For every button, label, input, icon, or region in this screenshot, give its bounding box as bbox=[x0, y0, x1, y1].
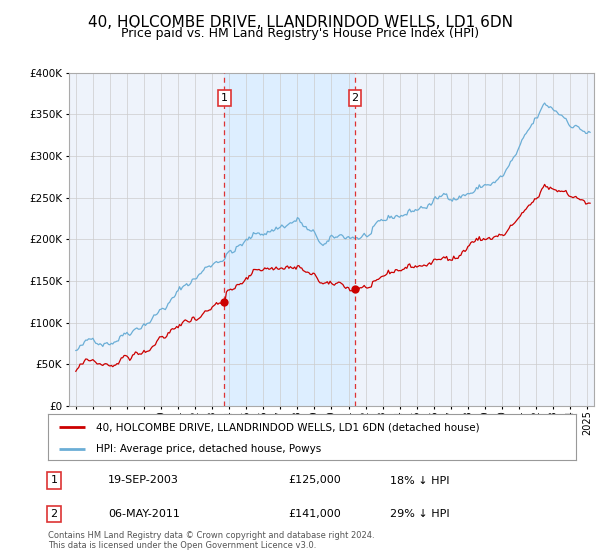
Text: 40, HOLCOMBE DRIVE, LLANDRINDOD WELLS, LD1 6DN (detached house): 40, HOLCOMBE DRIVE, LLANDRINDOD WELLS, L… bbox=[95, 422, 479, 432]
Text: 40, HOLCOMBE DRIVE, LLANDRINDOD WELLS, LD1 6DN: 40, HOLCOMBE DRIVE, LLANDRINDOD WELLS, L… bbox=[88, 15, 512, 30]
Bar bbox=[224, 73, 355, 406]
Text: 1: 1 bbox=[50, 475, 58, 486]
Text: £125,000: £125,000 bbox=[288, 475, 341, 486]
Text: 1: 1 bbox=[221, 93, 228, 103]
Text: 19-SEP-2003: 19-SEP-2003 bbox=[108, 475, 179, 486]
Text: 29% ↓ HPI: 29% ↓ HPI bbox=[390, 509, 449, 519]
Text: 18% ↓ HPI: 18% ↓ HPI bbox=[390, 475, 449, 486]
Text: 2: 2 bbox=[351, 93, 358, 103]
Text: HPI: Average price, detached house, Powys: HPI: Average price, detached house, Powy… bbox=[95, 444, 321, 454]
Text: 06-MAY-2011: 06-MAY-2011 bbox=[108, 509, 180, 519]
Text: Price paid vs. HM Land Registry's House Price Index (HPI): Price paid vs. HM Land Registry's House … bbox=[121, 27, 479, 40]
Text: Contains HM Land Registry data © Crown copyright and database right 2024.
This d: Contains HM Land Registry data © Crown c… bbox=[48, 530, 374, 550]
Text: £141,000: £141,000 bbox=[288, 509, 341, 519]
Text: 2: 2 bbox=[50, 509, 58, 519]
